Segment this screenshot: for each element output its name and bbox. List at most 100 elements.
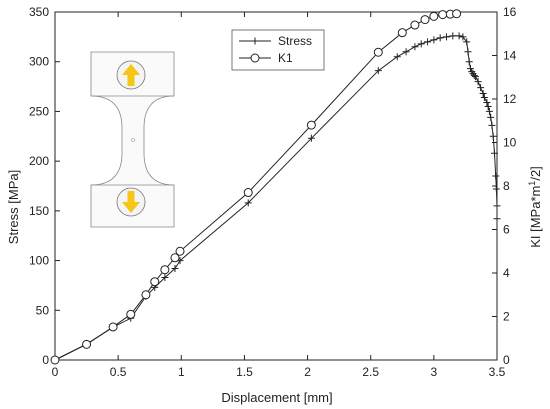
k1-data-point	[452, 9, 462, 19]
stress-data-point	[487, 113, 495, 121]
x-axis-title: Displacement [mm]	[221, 390, 332, 405]
k1-data-point	[150, 277, 160, 287]
k1-data-point	[175, 246, 185, 256]
y-left-tick-label: 350	[29, 5, 49, 19]
y-left-tick-label: 100	[29, 254, 49, 268]
stress-data-point	[470, 72, 478, 80]
x-tick-label: 2.5	[362, 365, 379, 379]
k1-data-point	[397, 28, 407, 38]
y-right-tick-label: 16	[503, 5, 517, 19]
y-right-tick-label: 8	[503, 179, 510, 193]
y-axis-right-title-tail: /2]	[528, 166, 543, 180]
specimen-center-hole	[131, 138, 135, 142]
y-right-tick-label: 2	[503, 310, 510, 324]
y-right-tick-label: 0	[503, 353, 510, 367]
stress-data-point	[436, 34, 444, 42]
stress-data-point	[161, 273, 169, 281]
k1-data-point	[373, 47, 383, 57]
series-layer	[50, 9, 501, 365]
y-axis-right-title-main: KI [MPa*m	[528, 186, 543, 248]
y-left-tick-label: 300	[29, 55, 49, 69]
y-axis-left-title: Stress [MPa]	[6, 170, 21, 244]
stress-data-point	[484, 102, 492, 110]
stress-data-point	[477, 84, 485, 92]
stress-data-point	[417, 40, 425, 48]
x-tick-label: 3	[431, 365, 438, 379]
legend-stress-marker	[251, 37, 259, 45]
x-tick-label: 3.5	[489, 365, 506, 379]
stress-data-point	[307, 134, 315, 142]
k1-data-point	[438, 10, 448, 20]
stress-data-point	[449, 32, 457, 40]
stress-data-point	[490, 149, 498, 157]
stress-data-point	[474, 78, 482, 86]
x-tick-label: 0.5	[110, 365, 127, 379]
k1-data-point	[141, 290, 151, 300]
k1-data-point	[126, 309, 136, 319]
stress-data-point	[483, 98, 491, 106]
legend-k1-marker	[250, 53, 260, 63]
legend: Stress K1	[231, 29, 325, 71]
stress-data-point	[493, 202, 501, 210]
k1-data-point	[108, 322, 118, 332]
load-arrow-down-icon	[122, 191, 140, 213]
legend-stress-label: Stress	[278, 34, 312, 48]
k1-data-point	[243, 188, 253, 198]
stress-data-point	[465, 58, 473, 66]
stress-data-point	[492, 185, 500, 193]
stress-data-point	[489, 132, 497, 140]
stress-data-point	[472, 73, 480, 81]
y-right-tick-label: 4	[503, 266, 510, 280]
load-arrow-up-icon	[122, 64, 140, 86]
stress-data-point	[466, 65, 474, 73]
legend-box	[231, 29, 325, 71]
x-tick-label: 1.5	[236, 365, 253, 379]
stress-data-point	[424, 38, 432, 46]
stress-data-point	[442, 33, 450, 41]
stress-data-point	[402, 48, 410, 56]
stress-data-point	[464, 48, 472, 56]
stress-data-point	[455, 32, 463, 40]
stress-data-point	[393, 53, 401, 61]
y-axis-right-title-sup: 1	[527, 181, 537, 186]
y-left-tick-label: 250	[29, 104, 49, 118]
k1-data-point	[170, 253, 180, 263]
stress-series-line	[54, 35, 498, 361]
y-right-tick-label: 12	[503, 92, 517, 106]
x-tick-label: 0	[52, 365, 59, 379]
y-left-tick-label: 50	[36, 303, 50, 317]
legend-k1-label: K1	[278, 51, 293, 65]
stress-data-point	[479, 90, 487, 98]
y-right-tick-label: 6	[503, 223, 510, 237]
y-axis-right-title: KI [MPa*m1/2]	[527, 166, 543, 248]
y-right-tick-label: 14	[503, 49, 517, 63]
stress-data-point	[493, 215, 501, 223]
stress-data-point	[488, 121, 496, 129]
specimen-inset	[90, 51, 175, 228]
k1-data-point	[306, 120, 316, 130]
stress-data-point	[492, 172, 500, 180]
axes: 0 0.5 1 1.5 2 2.5 3 3.5050100150200250300350024…	[29, 5, 517, 379]
stress-data-point	[485, 107, 493, 115]
k1-data-point	[160, 265, 170, 275]
y-left-tick-label: 150	[29, 204, 49, 218]
x-tick-label: 1	[178, 365, 185, 379]
y-right-tick-label: 10	[503, 136, 517, 150]
stress-data-point	[374, 67, 382, 75]
stress-data-point	[171, 265, 179, 273]
stress-data-point	[480, 94, 488, 102]
stress-data-point	[459, 33, 467, 41]
stress-data-point	[430, 36, 438, 44]
stress-data-point	[244, 199, 252, 207]
k1-data-point	[50, 355, 60, 365]
k1-data-point	[420, 15, 430, 25]
stress-data-point	[463, 38, 471, 46]
stress-data-point	[411, 43, 419, 51]
x-tick-label: 2	[304, 365, 311, 379]
y-left-tick-label: 0	[42, 353, 49, 367]
k1-data-point	[410, 20, 420, 30]
k1-data-point	[429, 11, 439, 21]
k1-data-point	[82, 339, 92, 349]
